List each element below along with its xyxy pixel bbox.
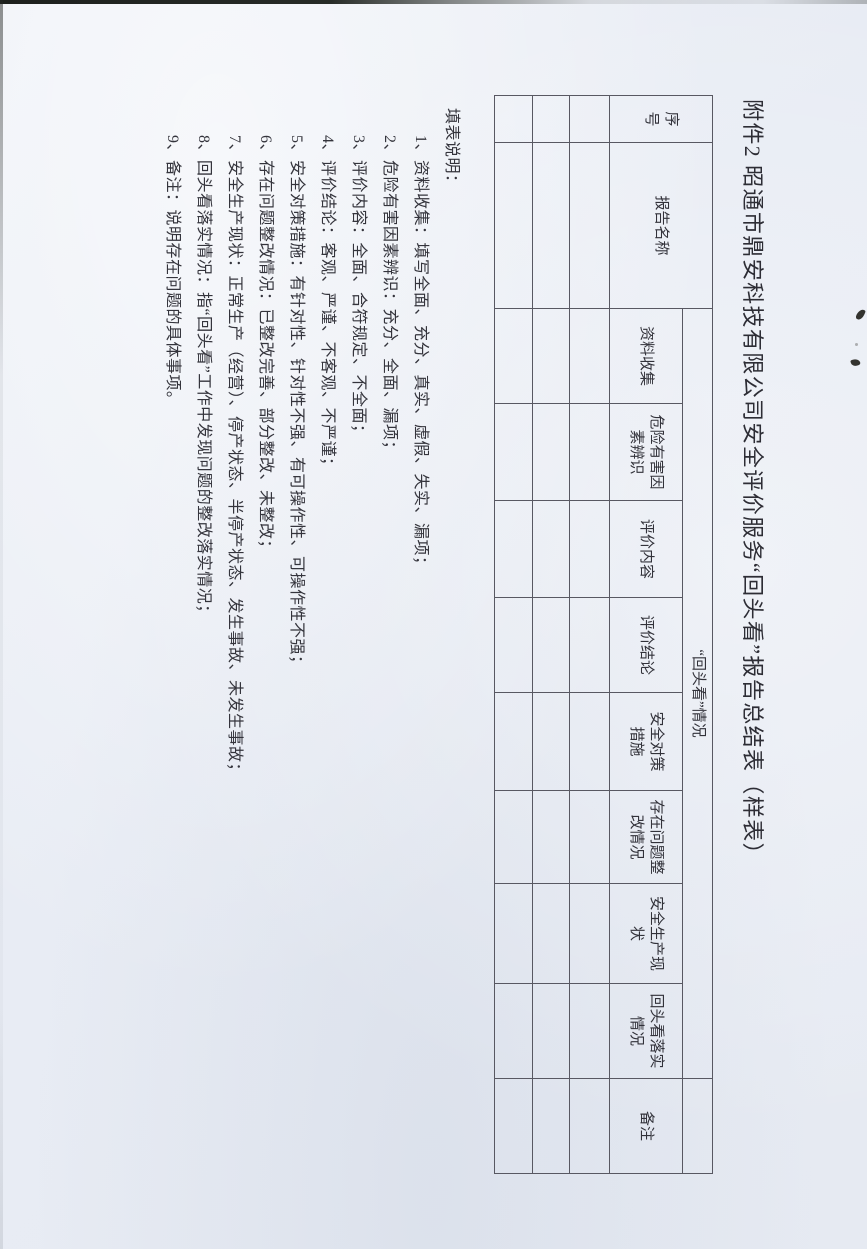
- empty-cell: [569, 95, 610, 143]
- empty-cell: [494, 883, 533, 984]
- empty-cell: [569, 883, 610, 984]
- header-cell-report-name: 报告名称: [609, 142, 713, 309]
- header-cell-safety-countermeasures: 安全对策 措施: [609, 692, 683, 791]
- header-cell-remark: 备注: [609, 1078, 683, 1174]
- filling-instructions-heading: 填表说明：: [443, 108, 460, 191]
- summary-table: 序 号 报告名称 “回头看”情况 资料收集 危险有害因 素辨识 评价内容 评价结…: [494, 95, 713, 1174]
- note-item-6: 6、存在问题整改情况：已整改完善、部分整改、未整改；: [257, 135, 274, 557]
- header-cell-above-remark-empty: [682, 1078, 713, 1174]
- header-cell-problem-rectification: 存在问题整 改情况: [609, 790, 683, 884]
- note-item-7: 7、安全生产现状：正常生产（经营）、停产状态、半停产状态、发生事故、未发生事故；: [226, 135, 243, 780]
- empty-cell: [532, 983, 570, 1079]
- empty-cell: [532, 500, 570, 598]
- empty-cell: [569, 692, 610, 791]
- empty-cell: [494, 790, 533, 884]
- table-row-empty-3: [494, 95, 533, 1174]
- empty-cell: [569, 403, 610, 501]
- empty-cell: [532, 883, 570, 984]
- header-cell-hazard-identification: 危险有害因 素辨识: [609, 403, 683, 501]
- header-cell-data-collection: 资料收集: [609, 308, 683, 404]
- empty-cell: [532, 790, 570, 884]
- empty-cell: [569, 142, 610, 309]
- empty-cell: [569, 1078, 610, 1174]
- document-title: 附件2 昭通市鼎安科技有限公司安全评价服务“回头看”报告总结表（样表）: [740, 99, 765, 867]
- scan-left-edge-shadow: [0, 0, 3, 1249]
- empty-cell: [494, 692, 533, 791]
- empty-cell: [569, 790, 610, 884]
- empty-cell: [532, 403, 570, 501]
- header-cell-evaluation-content: 评价内容: [609, 500, 683, 598]
- scan-top-edge-shadow: [0, 0, 867, 4]
- empty-cell: [494, 1078, 533, 1174]
- empty-cell: [494, 142, 533, 309]
- empty-cell: [569, 983, 610, 1079]
- empty-cell: [494, 983, 533, 1079]
- header-cell-seq: 序 号: [609, 95, 713, 143]
- empty-cell: [494, 308, 533, 404]
- empty-cell: [569, 500, 610, 598]
- note-item-4: 4、评价结论：客观、严谨、不客观、不严谨；: [319, 135, 336, 474]
- empty-cell: [532, 692, 570, 791]
- empty-cell: [494, 597, 533, 693]
- empty-cell: [494, 95, 533, 143]
- table-row-empty-2: [532, 95, 570, 1174]
- note-item-9: 9、备注：说明存在问题的具体事项。: [164, 135, 181, 408]
- header-cell-evaluation-conclusion: 评价结论: [609, 597, 683, 693]
- header-cell-followup-implementation: 回头看落实 情况: [609, 983, 683, 1079]
- note-item-8: 8、回头看落实情况：指“回头看”工作中发现问题的整改落实情况；: [195, 135, 212, 621]
- empty-cell: [494, 500, 533, 598]
- empty-cell: [494, 403, 533, 501]
- empty-cell: [569, 597, 610, 693]
- empty-cell: [532, 142, 570, 309]
- filling-instructions: 填表说明： 1、资料收集：填写全面、充分、真实、虚假、失实、漏项； 2、危险有害…: [157, 108, 467, 779]
- empty-cell: [532, 308, 570, 404]
- note-item-1: 1、资料收集：填写全面、充分、真实、虚假、失实、漏项；: [412, 135, 429, 573]
- ink-speck: [855, 343, 858, 346]
- table-row-empty-1: [569, 95, 610, 1174]
- header-row-group: 序 号 报告名称 “回头看”情况: [609, 95, 713, 1174]
- note-item-3: 3、评价内容：全面、合符规定、不全面；: [350, 135, 367, 441]
- empty-cell: [569, 308, 610, 404]
- header-cell-group-huitoukan: “回头看”情况: [682, 308, 713, 1079]
- note-item-5: 5、安全对策措施：有针对性、针对性不强、有可操作性、可操作性不强；: [288, 135, 305, 672]
- header-cell-production-status: 安全生产现 状: [609, 883, 683, 984]
- empty-cell: [532, 95, 570, 143]
- empty-cell: [532, 597, 570, 693]
- note-item-2: 2、危险有害因素辨识：充分、全面、漏项；: [381, 135, 398, 458]
- empty-cell: [532, 1078, 570, 1174]
